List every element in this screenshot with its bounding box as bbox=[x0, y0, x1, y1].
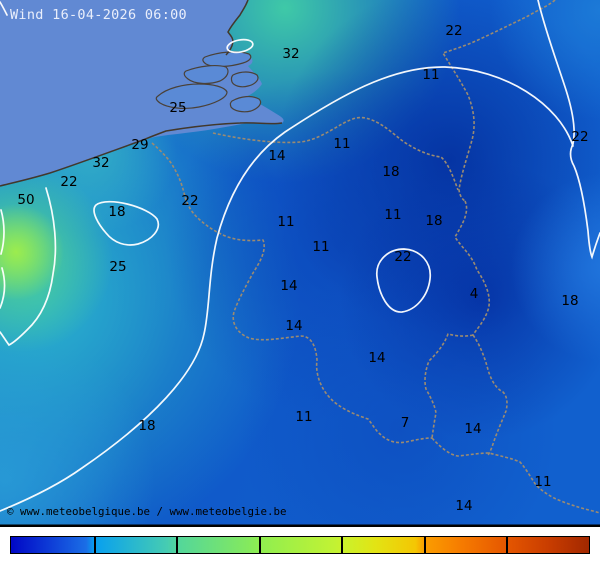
border-fr-be bbox=[151, 142, 433, 444]
wind-map-canvas: 32 22 11 22 25 29 32 22 14 11 18 50 18 22 11 11 18 11 22 25… bbox=[0, 0, 600, 527]
border-be-de bbox=[454, 200, 491, 336]
wind-speed-label: 18 bbox=[425, 213, 442, 229]
wind-speed-label: 14 bbox=[268, 148, 285, 164]
wind-speed-label: 18 bbox=[108, 204, 125, 220]
wind-speed-field bbox=[0, 0, 600, 527]
border-south bbox=[431, 437, 600, 514]
wind-speed-label: 14 bbox=[368, 350, 385, 366]
wind-speed-label: 29 bbox=[131, 137, 148, 153]
border-luxembourg bbox=[424, 333, 508, 456]
wind-speed-labels: 32 22 11 22 25 29 32 22 14 11 18 50 18 22 11 11 18 11 22 25… bbox=[17, 23, 588, 514]
wind-speed-label: 11 bbox=[333, 136, 350, 152]
wind-speed-label: 32 bbox=[282, 46, 299, 62]
map-bottom-border bbox=[0, 524, 600, 527]
copyright-text: © www.meteobelgique.be / www.meteobelgie… bbox=[7, 505, 287, 518]
wind-speed-label: 11 bbox=[384, 207, 401, 223]
wind-speed-label: 11 bbox=[422, 67, 439, 83]
colorbar-tick bbox=[341, 537, 344, 553]
wind-speed-label: 22 bbox=[445, 23, 462, 39]
country-borders bbox=[151, 0, 600, 514]
wind-speed-label: 32 bbox=[92, 155, 109, 171]
zeeland-islands bbox=[155, 51, 262, 113]
sea-area bbox=[0, 0, 284, 186]
wind-speed-label: 14 bbox=[280, 278, 297, 294]
wind-speed-label: 25 bbox=[109, 259, 126, 275]
colorbar-tick bbox=[423, 537, 426, 553]
wind-speed-label: 18 bbox=[561, 293, 578, 309]
wind-speed-label: 14 bbox=[464, 421, 481, 437]
wind-speed-label: 18 bbox=[138, 418, 155, 434]
wind-speed-label: 4 bbox=[470, 286, 479, 302]
colorbar-tick bbox=[93, 537, 96, 553]
wind-speed-label: 18 bbox=[382, 164, 399, 180]
wind-speed-label: 22 bbox=[394, 249, 411, 265]
colorbar-tick bbox=[506, 537, 509, 553]
border-nl-de bbox=[442, 0, 556, 202]
wind-speed-label: 14 bbox=[455, 498, 472, 514]
wind-speed-label: 11 bbox=[534, 474, 551, 490]
wind-speed-label: 11 bbox=[312, 239, 329, 255]
wind-speed-label: 11 bbox=[277, 214, 294, 230]
wind-speed-label: 11 bbox=[295, 409, 312, 425]
wind-speed-label: 22 bbox=[181, 193, 198, 209]
colorbar-tick bbox=[176, 537, 179, 553]
wind-speed-label: 22 bbox=[571, 129, 588, 145]
wind-speed-colorbar bbox=[10, 536, 590, 554]
wind-speed-label: 50 bbox=[17, 192, 34, 208]
wind-speed-label: 14 bbox=[285, 318, 302, 334]
map-title: Wind 16-04-2026 06:00 bbox=[10, 7, 187, 23]
coastline bbox=[0, 0, 283, 187]
colorbar-tick bbox=[258, 537, 261, 553]
wind-speed-label: 7 bbox=[401, 415, 410, 431]
border-be-nl bbox=[212, 116, 459, 191]
wind-map: 32 22 11 22 25 29 32 22 14 11 18 50 18 22 11 11 18 11 22 25… bbox=[0, 0, 600, 527]
wind-contours bbox=[0, 0, 600, 511]
wind-speed-label: 22 bbox=[60, 174, 77, 190]
wind-speed-label: 25 bbox=[169, 100, 186, 116]
